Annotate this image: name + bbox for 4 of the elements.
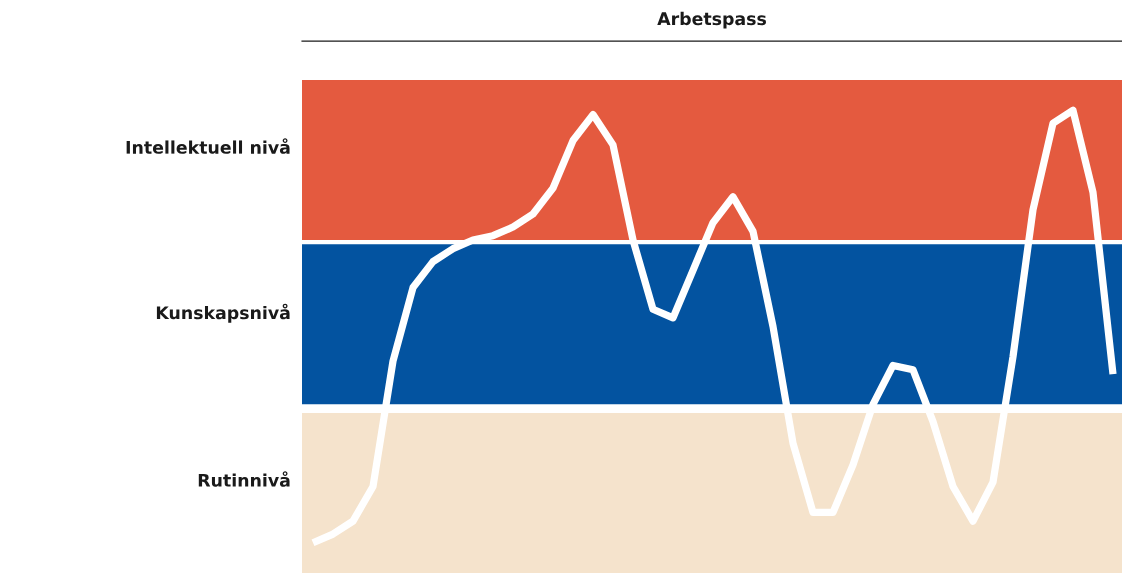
x-axis-title: Arbetspass bbox=[657, 11, 766, 29]
band-label: Rutinnivå bbox=[198, 471, 290, 487]
band-label: Intellektuell nivå bbox=[126, 138, 290, 154]
band-label: Kunskapsnivå bbox=[156, 303, 290, 323]
